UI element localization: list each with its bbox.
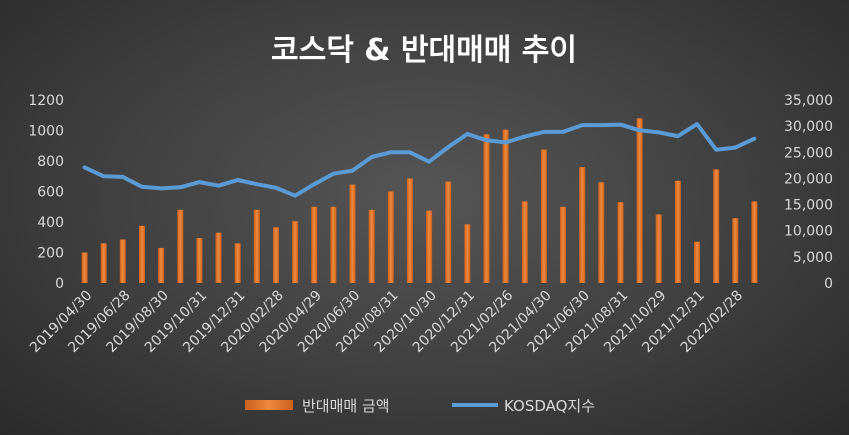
- bar: [292, 221, 299, 283]
- bar: [215, 232, 222, 283]
- bar: [368, 209, 375, 283]
- right-axis: 0 5,000 10,000 15,000 20,000 25,000 30,000 35,0…: [784, 93, 833, 292]
- bar: [655, 214, 662, 283]
- bar: [273, 227, 279, 283]
- legend-label-line: KOSDAQ지수: [504, 397, 595, 415]
- bar: [483, 134, 490, 283]
- bar: [311, 206, 318, 284]
- bar: [196, 238, 203, 283]
- bar: [330, 206, 337, 284]
- left-tick-label: 600: [37, 185, 64, 201]
- bar: [751, 201, 758, 283]
- bar: [636, 118, 643, 283]
- bar: [694, 241, 700, 283]
- left-tick-label: 0: [55, 276, 64, 292]
- bar: [464, 224, 471, 283]
- right-tick-label: 15,000: [784, 198, 833, 214]
- right-tick-label: 20,000: [784, 171, 833, 187]
- left-axis: 0 200 400 600 800 1000 1200: [28, 93, 64, 292]
- bar: [100, 243, 107, 283]
- bar: [445, 181, 452, 283]
- bar: [119, 239, 126, 283]
- bar: [521, 201, 528, 283]
- bar: [426, 210, 433, 283]
- right-tick-label: 5,000: [793, 250, 833, 266]
- bar: [502, 129, 509, 283]
- legend: 반대매매 금액 KOSDAQ지수: [245, 397, 595, 415]
- left-tick-label: 200: [37, 246, 64, 262]
- left-tick-label: 800: [37, 154, 64, 170]
- bar: [349, 184, 356, 283]
- bar: [158, 247, 165, 283]
- bar-series: [81, 118, 758, 284]
- bar: [579, 167, 586, 283]
- bar: [540, 149, 547, 283]
- left-tick-label: 1000: [28, 124, 64, 140]
- right-tick-label: 25,000: [784, 145, 833, 161]
- bar: [732, 218, 739, 283]
- left-tick-label: 1200: [28, 93, 64, 109]
- line-series: [82, 122, 757, 198]
- bar: [713, 169, 720, 283]
- chart-title: 코스닥 & 반대매매 추이: [271, 33, 577, 68]
- right-tick-label: 35,000: [784, 93, 833, 109]
- bar: [406, 178, 413, 283]
- bar: [598, 182, 605, 283]
- bar: [560, 206, 566, 284]
- bar: [387, 191, 394, 283]
- bar: [177, 209, 184, 283]
- left-tick-label: 400: [37, 215, 64, 231]
- right-tick-label: 0: [824, 276, 833, 292]
- bar: [234, 243, 241, 283]
- legend-swatch-bar: [245, 400, 293, 410]
- bar: [139, 225, 145, 283]
- bar: [617, 202, 624, 283]
- bar: [81, 252, 88, 283]
- x-axis: 2019/04/302019/06/282019/08/302019/10/31…: [27, 287, 746, 355]
- right-tick-label: 10,000: [784, 224, 833, 240]
- right-tick-label: 30,000: [784, 119, 833, 135]
- bar: [674, 180, 681, 283]
- bar: [253, 209, 260, 283]
- legend-label-bar: 반대매매 금액: [302, 397, 390, 415]
- kosdaq-line: [82, 122, 757, 198]
